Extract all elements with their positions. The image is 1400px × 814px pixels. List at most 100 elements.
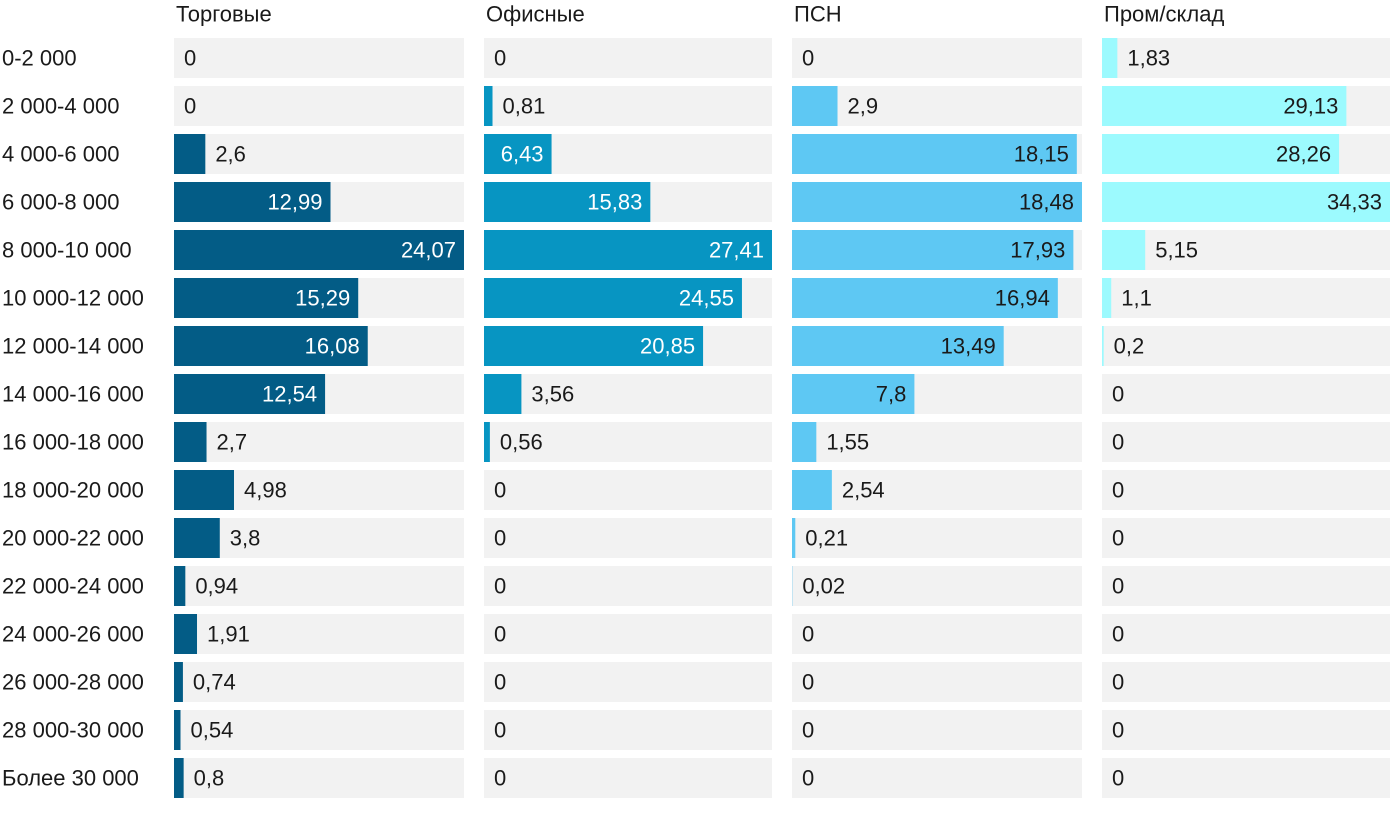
bar — [484, 134, 552, 174]
value-label: 2,7 — [217, 430, 248, 455]
bar — [792, 278, 1058, 318]
value-label: 0,8 — [194, 766, 225, 791]
bar-track — [1102, 38, 1390, 78]
bar-track — [792, 566, 1082, 606]
value-label: 0,81 — [503, 94, 546, 119]
bar-track — [1102, 614, 1390, 654]
bar — [484, 326, 704, 366]
value-label: 0 — [494, 46, 506, 71]
value-label: 0 — [494, 574, 506, 599]
bar — [1102, 86, 1347, 126]
bar — [1102, 230, 1146, 270]
bar-track — [792, 86, 1082, 126]
value-label: 0 — [802, 718, 814, 743]
value-label: 0,94 — [195, 574, 238, 599]
bar — [484, 230, 772, 270]
value-label: 0 — [802, 46, 814, 71]
bar — [174, 326, 368, 366]
bar-track — [792, 758, 1082, 798]
panel-title: Офисные — [486, 2, 585, 27]
value-label: 29,13 — [1283, 94, 1338, 119]
bar-track — [174, 710, 464, 750]
value-label: 0 — [1112, 622, 1124, 647]
value-label: 0 — [184, 94, 196, 119]
bar — [174, 374, 326, 414]
bar — [174, 278, 359, 318]
bar — [1102, 134, 1340, 174]
value-label: 0 — [1112, 574, 1124, 599]
bar-track — [484, 470, 772, 510]
bar-track — [484, 758, 772, 798]
value-label: 6,43 — [501, 142, 544, 167]
value-label: 0 — [494, 766, 506, 791]
value-label: 0,54 — [191, 718, 234, 743]
value-label: 5,15 — [1155, 238, 1198, 263]
bar — [174, 470, 234, 510]
bar — [174, 518, 220, 558]
bar — [792, 326, 1004, 366]
bar — [1102, 38, 1118, 78]
value-label: 0 — [1112, 382, 1124, 407]
bar-track — [1102, 470, 1390, 510]
value-label: 0 — [494, 670, 506, 695]
bar-track — [1102, 326, 1390, 366]
bar — [174, 134, 206, 174]
bar — [792, 470, 832, 510]
category-label: Более 30 000 — [2, 766, 139, 791]
category-label: 18 000-20 000 — [2, 478, 144, 503]
value-label: 0 — [1112, 526, 1124, 551]
value-label: 0 — [494, 718, 506, 743]
bar — [792, 86, 838, 126]
panel-title: ПСН — [794, 2, 842, 27]
category-label: 14 000-16 000 — [2, 382, 144, 407]
bar — [174, 566, 186, 606]
bar — [174, 614, 198, 654]
bar-track — [174, 86, 464, 126]
bar-track — [484, 614, 772, 654]
value-label: 0 — [802, 670, 814, 695]
value-label: 17,93 — [1010, 238, 1065, 263]
bar-track — [792, 662, 1082, 702]
value-label: 3,56 — [531, 382, 574, 407]
bar-track — [174, 566, 464, 606]
value-label: 0,74 — [193, 670, 236, 695]
value-label: 1,91 — [207, 622, 250, 647]
value-label: 12,99 — [267, 190, 322, 215]
bar — [484, 278, 742, 318]
bar-track — [792, 710, 1082, 750]
value-label: 34,33 — [1327, 190, 1382, 215]
category-label: 4 000-6 000 — [2, 142, 119, 167]
value-label: 15,29 — [295, 286, 350, 311]
bar — [792, 182, 1082, 222]
bar-track — [174, 758, 464, 798]
value-label: 0 — [1112, 430, 1124, 455]
bar — [484, 86, 493, 126]
value-label: 0,56 — [500, 430, 543, 455]
bar-track — [1102, 662, 1390, 702]
value-label: 16,94 — [995, 286, 1050, 311]
value-label: 2,54 — [842, 478, 885, 503]
bar — [792, 230, 1074, 270]
value-label: 0,21 — [805, 526, 848, 551]
bar-track — [484, 566, 772, 606]
value-label: 2,9 — [848, 94, 879, 119]
bar — [484, 374, 522, 414]
category-label: 6 000-8 000 — [2, 190, 119, 215]
category-label: 24 000-26 000 — [2, 622, 144, 647]
value-label: 1,1 — [1121, 286, 1152, 311]
bar-track — [1102, 518, 1390, 558]
value-label: 1,55 — [826, 430, 869, 455]
bar-track — [484, 422, 772, 462]
value-label: 13,49 — [941, 334, 996, 359]
value-label: 18,48 — [1019, 190, 1074, 215]
bar-track — [1102, 374, 1390, 414]
bar-track — [484, 38, 772, 78]
category-label: 10 000-12 000 — [2, 286, 144, 311]
bar — [1102, 278, 1112, 318]
bar — [792, 422, 817, 462]
bar — [792, 518, 796, 558]
bar-track — [484, 710, 772, 750]
category-label: 26 000-28 000 — [2, 670, 144, 695]
